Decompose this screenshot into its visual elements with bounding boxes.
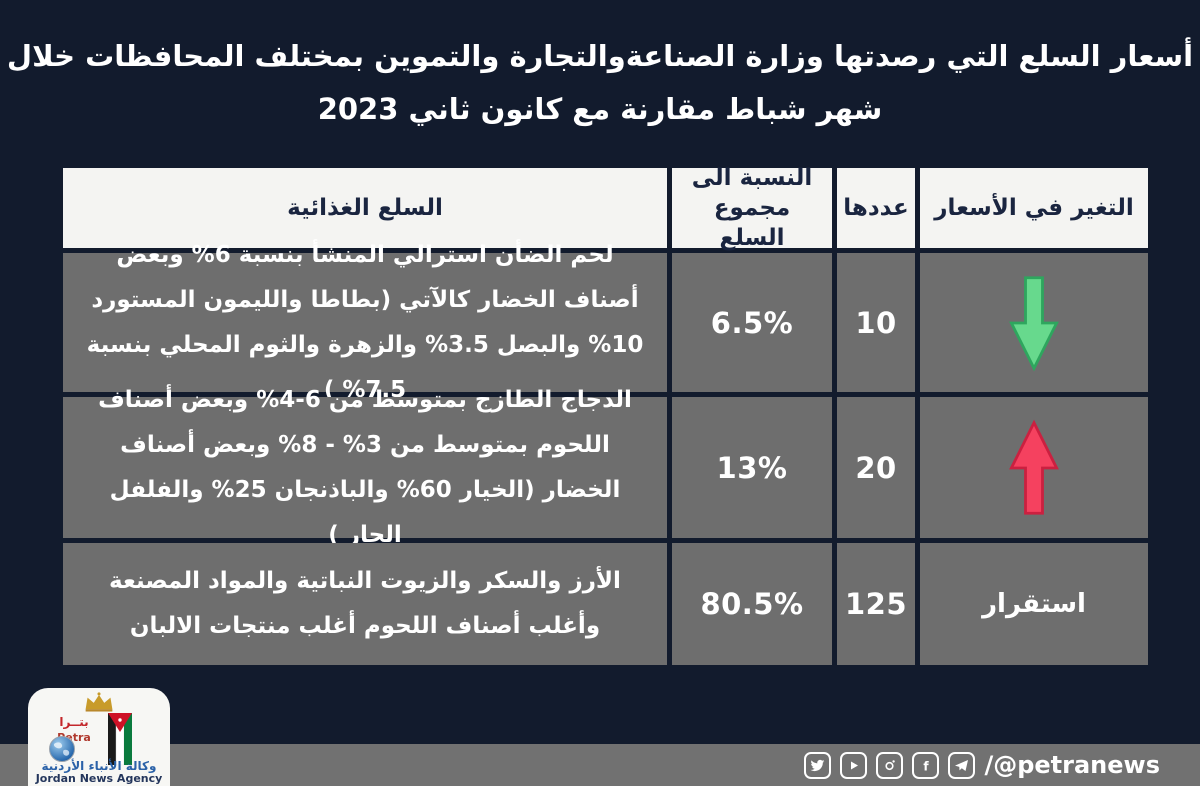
table-row2-count: 20 bbox=[837, 397, 915, 538]
footer-bar bbox=[0, 744, 1200, 786]
table-row1-change-cell bbox=[920, 253, 1148, 392]
decrease-arrow-icon bbox=[1009, 275, 1059, 371]
social-links: f /@petranews bbox=[804, 748, 1162, 782]
table-row3-count: 125 bbox=[837, 543, 915, 665]
twitter-icon bbox=[804, 751, 832, 779]
page-title: أسعار السلع التي رصدتها وزارة الصناعةوال… bbox=[0, 30, 1200, 136]
petra-name-arabic: بتــرا bbox=[59, 715, 89, 729]
table-row2-commodities: الدجاج الطازج بمتوسط من 6-4% وبعض أصناف … bbox=[63, 387, 667, 548]
page-title-line1: أسعار السلع التي رصدتها وزارة الصناعةوال… bbox=[6, 39, 1194, 73]
header-food-commodities: السلع الغذائية bbox=[63, 168, 667, 248]
facebook-icon: f bbox=[912, 751, 940, 779]
jordan-flag-icon bbox=[108, 713, 132, 765]
table-row1-commodities: لحم الضأن استرالي المنشأ بنسبة 6% وبعض أ… bbox=[63, 242, 667, 403]
table-row1-ratio: 6.5% bbox=[672, 253, 832, 392]
youtube-icon bbox=[840, 751, 868, 779]
svg-text:f: f bbox=[924, 759, 930, 773]
telegram-icon bbox=[948, 751, 976, 779]
header-change-in-prices: التغير في الأسعار bbox=[920, 168, 1148, 248]
table-row3-ratio: 80.5% bbox=[672, 543, 832, 665]
agency-name-english: Jordan News Agency bbox=[35, 772, 163, 785]
globe-icon bbox=[49, 736, 75, 762]
table-row3-commodities: الأرز والسكر والزيوت النباتية والمواد ال… bbox=[63, 543, 667, 665]
table-row1-count: 10 bbox=[837, 253, 915, 392]
header-ratio-to-total: النسبة الى مجموع السلع bbox=[672, 165, 832, 251]
instagram-icon bbox=[876, 751, 904, 779]
crown-icon bbox=[85, 692, 113, 712]
header-count: عددها bbox=[837, 168, 915, 248]
social-handle: /@petranews bbox=[984, 751, 1160, 779]
table-row2-change-cell bbox=[920, 397, 1148, 538]
prices-table: التغير في الأسعار عددها النسبة الى مجموع… bbox=[63, 165, 1148, 665]
agency-name-arabic: وكالة الأنباء الأردنية bbox=[41, 759, 157, 773]
petra-logo: بتــرا Petra وكالة الأنباء الأردنية Jord… bbox=[28, 688, 170, 786]
increase-arrow-icon bbox=[1009, 419, 1059, 515]
page-title-line2: شهر شباط مقارنة مع كانون ثاني 2023 bbox=[317, 92, 883, 126]
table-row2-ratio: 13% bbox=[672, 397, 832, 538]
table-row3-change-label: استقرار bbox=[920, 543, 1148, 665]
